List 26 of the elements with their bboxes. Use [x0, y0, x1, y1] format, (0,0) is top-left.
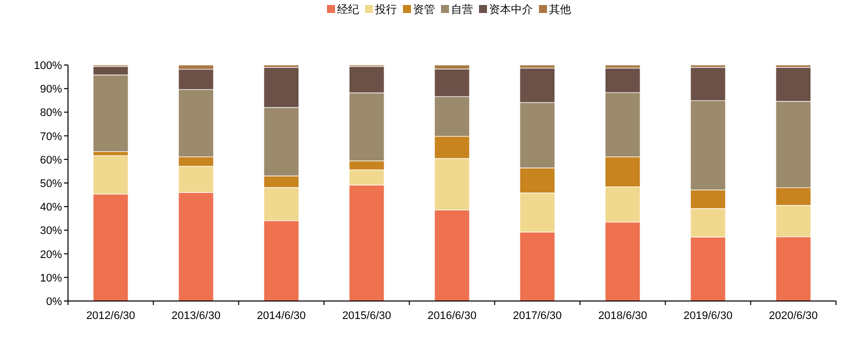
legend-label: 其他: [549, 3, 571, 16]
y-tick-label: 80%: [40, 107, 62, 120]
x-tick-label: 2020/6/30: [768, 310, 818, 322]
y-tick-label: 10%: [40, 272, 62, 284]
legend-label: 经纪: [337, 4, 359, 16]
x-tick-label: 2017/6/30: [512, 310, 562, 322]
x-tick-label: 2014/6/30: [256, 310, 306, 322]
x-tick-label: 2012/6/30: [86, 310, 136, 322]
y-tick-label: 90%: [40, 84, 62, 96]
y-tick-label: 70%: [40, 130, 62, 143]
y-tick-label: 30%: [40, 225, 62, 238]
x-tick-label: 2016/6/30: [428, 310, 476, 322]
y-tick-label: 40%: [40, 202, 62, 214]
y-tick-label: 0%: [46, 296, 62, 308]
y-tick-label: 50%: [40, 178, 62, 190]
legend-label: 资本中介: [489, 3, 533, 16]
legend-label: 自营: [451, 3, 473, 16]
x-tick-label: 2015/6/30: [342, 310, 392, 322]
y-tick-label: 20%: [40, 248, 62, 261]
y-tick-label: 100%: [34, 60, 62, 72]
legend-label: 投行: [374, 4, 397, 16]
x-tick-label: 2018/6/30: [598, 310, 648, 322]
legend-label: 资管: [413, 4, 435, 16]
y-tick-label: 60%: [40, 154, 62, 166]
x-tick-label: 2019/6/30: [684, 310, 732, 322]
x-tick-label: 2013/6/30: [172, 310, 220, 322]
